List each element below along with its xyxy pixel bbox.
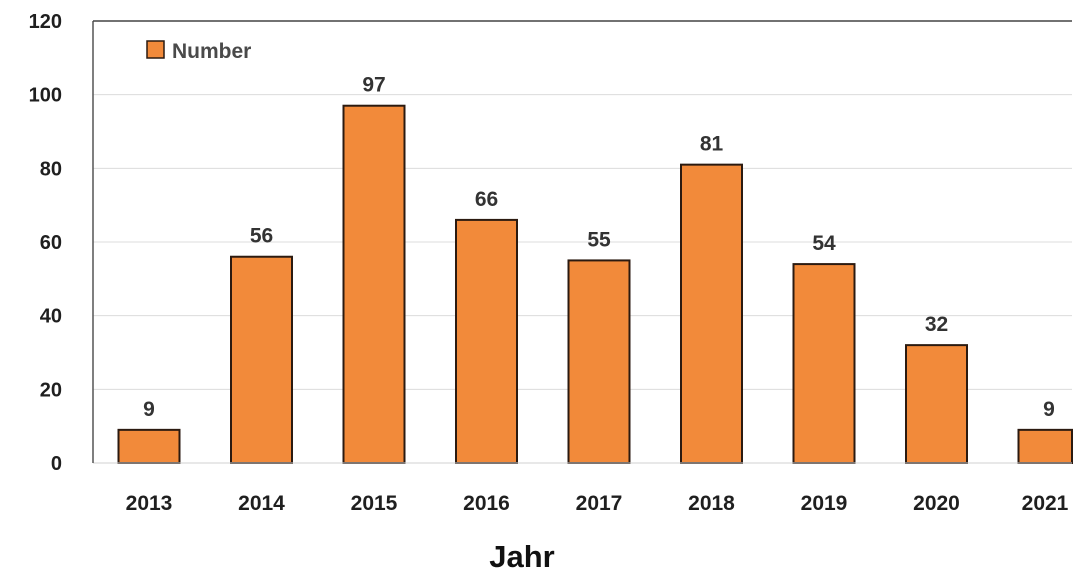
x-tick-label-2020: 2020 — [913, 492, 960, 515]
x-axis-title: Jahr — [489, 539, 554, 573]
bar-2016 — [455, 218, 518, 464]
y-tick-label-100: 100 — [29, 85, 62, 107]
y-tick-label-0: 0 — [51, 453, 62, 475]
x-tick-label-2013: 2013 — [126, 492, 173, 515]
y-tick-label-120: 120 — [29, 11, 62, 33]
y-tick-label-20: 20 — [40, 379, 62, 401]
bar-2018 — [680, 163, 743, 464]
legend-swatch — [146, 40, 165, 59]
legend: Number — [146, 40, 251, 63]
data-label-2013: 9 — [143, 398, 155, 421]
x-tick-label-2018: 2018 — [688, 492, 735, 515]
x-tick-label-2021: 2021 — [1022, 492, 1069, 515]
y-tick-label-40: 40 — [40, 306, 62, 328]
bar-2014 — [230, 255, 293, 464]
legend-label-number: Number — [172, 40, 251, 63]
y-tick-label-60: 60 — [40, 232, 62, 254]
x-tick-label-2016: 2016 — [463, 492, 510, 515]
bar-2017 — [567, 259, 631, 464]
data-label-2019: 54 — [812, 232, 836, 255]
data-label-2016: 66 — [475, 188, 498, 211]
x-tick-label-2017: 2017 — [576, 492, 623, 515]
x-tick-label-2019: 2019 — [801, 492, 848, 515]
bar-2015 — [342, 104, 406, 464]
data-label-2015: 97 — [362, 74, 385, 97]
bar-2019 — [792, 263, 856, 464]
data-label-2018: 81 — [700, 133, 724, 156]
x-axis-ticks: 2013 2014 2015 2016 2017 2018 2019 2020 2021 — [126, 492, 1069, 515]
data-labels: 9 56 97 66 55 81 54 32 9 — [143, 74, 1055, 421]
x-tick-label-2015: 2015 — [351, 492, 398, 515]
bar-2021 — [1017, 428, 1073, 465]
y-axis-ticks: 0 20 40 60 80 100 120 — [29, 11, 62, 475]
y-tick-label-80: 80 — [40, 158, 62, 180]
data-label-2020: 32 — [925, 313, 948, 336]
data-label-2021: 9 — [1043, 398, 1055, 421]
bar-2020 — [905, 344, 968, 464]
bar-2013 — [117, 428, 181, 465]
bars — [117, 104, 1073, 465]
x-tick-label-2014: 2014 — [238, 492, 285, 515]
data-label-2014: 56 — [250, 225, 273, 248]
data-label-2017: 55 — [587, 228, 611, 251]
